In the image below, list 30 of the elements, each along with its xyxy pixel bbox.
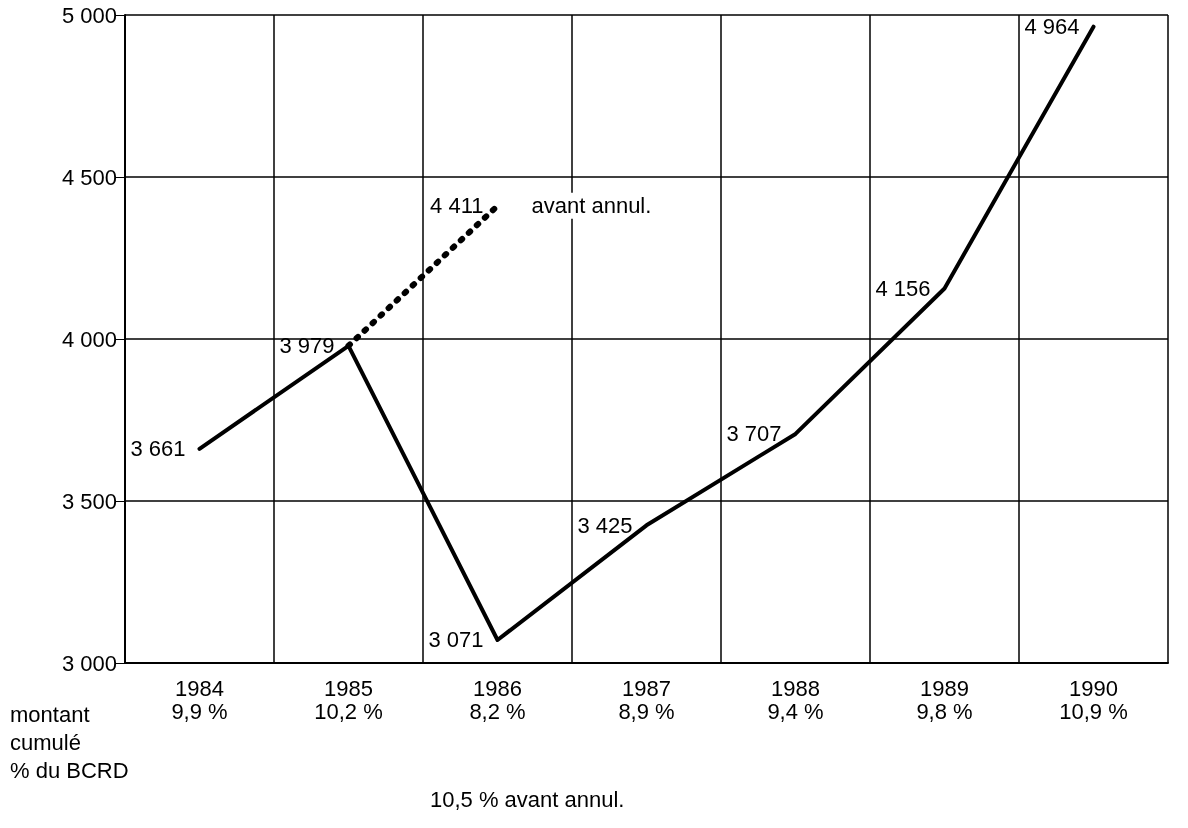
text: 10,5 % avant annul. [430,786,625,812]
text: 10,2 % [314,698,383,724]
y-tick-label: 3 000 [61,650,117,676]
x-tick-label: 1987 [622,675,671,701]
y-tick-label: 5 000 [61,2,117,28]
data-label: 3 071 [428,627,484,653]
text: 9,4 % [767,698,824,724]
text: 8,2 % [469,698,526,724]
data-label: 3 661 [130,436,186,462]
data-label: 3 979 [279,333,335,359]
data-label: 4 411 [430,193,484,219]
y-tick-label: 4 500 [61,164,117,190]
text: 8,9 % [618,698,675,724]
x-tick-label: 1984 [175,675,224,701]
text: 10,9 % [1059,698,1128,724]
y-tick-label: 3 500 [61,488,117,514]
text: 9,9 % [171,698,228,724]
data-label: 4 964 [1024,14,1080,40]
text: montant cumulé % du BCRD [10,701,129,783]
x-tick-label: 1989 [920,675,969,701]
x-tick-label: 1986 [473,675,522,701]
x-tick-label: 1988 [771,675,820,701]
x-tick-label: 1985 [324,675,373,701]
y-tick-label: 4 000 [61,326,117,352]
text: 9,8 % [916,698,973,724]
data-label: 4 156 [875,275,931,301]
data-label: 3 425 [577,512,633,538]
data-label: 3 707 [726,421,782,447]
annotation: avant annul. [531,193,652,219]
x-tick-label: 1990 [1069,675,1118,701]
